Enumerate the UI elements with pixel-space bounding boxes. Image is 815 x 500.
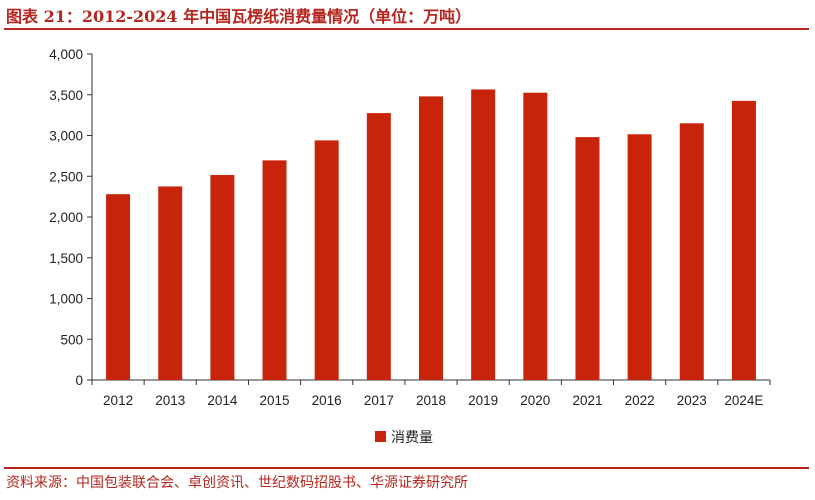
bars xyxy=(106,89,756,381)
x-tick-label: 2012 xyxy=(103,393,133,408)
bar xyxy=(627,134,652,380)
bar xyxy=(419,96,443,380)
y-tick-label: 3,500 xyxy=(49,88,83,103)
y-tick-label: 2,500 xyxy=(49,169,83,184)
bar xyxy=(575,137,600,380)
source-divider xyxy=(4,467,809,469)
y-tick-label: 500 xyxy=(60,332,83,347)
x-tick-label: 2023 xyxy=(677,393,707,408)
y-tick-label: 3,000 xyxy=(49,129,83,144)
bar xyxy=(679,123,704,381)
x-tick-label: 2018 xyxy=(416,393,446,408)
y-tick-label: 0 xyxy=(75,373,83,388)
x-tick-label: 2017 xyxy=(364,393,394,408)
y-tick-label: 4,000 xyxy=(49,47,83,62)
legend: 消费量 xyxy=(375,430,433,446)
bar xyxy=(210,175,235,380)
bar xyxy=(314,140,339,380)
bar xyxy=(366,113,391,381)
x-tick-label: 2014 xyxy=(207,393,238,408)
legend-label: 消费量 xyxy=(391,430,433,446)
x-tick-label: 2013 xyxy=(155,393,185,408)
bar xyxy=(158,186,183,380)
bar-chart: 2012 2013 2014 2015 2016 2017 2018 2019 2020 2021… xyxy=(49,47,771,446)
x-tick-label: 2015 xyxy=(260,393,290,408)
bar xyxy=(471,89,496,380)
x-tick-label: 2021 xyxy=(572,393,602,408)
x-tick-labels: 2012 2013 2014 2015 2016 2017 2018 2019 2020 2021… xyxy=(103,393,763,408)
bar xyxy=(523,92,548,381)
x-tick-label: 2022 xyxy=(625,393,655,408)
bar xyxy=(262,160,287,380)
x-tick-label: 2024E xyxy=(724,393,763,408)
chart-title: 图表 21：2012-2024 年中国瓦楞纸消费量情况（单位：万吨） xyxy=(6,7,472,26)
legend-swatch xyxy=(375,431,386,442)
x-tick-label: 2019 xyxy=(468,393,498,408)
x-tick-label: 2020 xyxy=(520,393,550,408)
title-divider xyxy=(4,28,809,30)
y-tick-label: 1,500 xyxy=(49,251,83,266)
y-tick-label: 2,000 xyxy=(49,210,83,225)
y-tick-label: 1,000 xyxy=(49,292,83,307)
y-tick-labels: 0 500 1,000 1,500 2,000 2,500 3,000 3,500 4,000 xyxy=(49,47,83,388)
bar xyxy=(731,100,756,381)
bar xyxy=(106,194,131,380)
source-note: 资料来源：中国包装联合会、卓创资讯、世纪数码招股书、华源证券研究所 xyxy=(6,475,468,491)
x-tick-label: 2016 xyxy=(312,393,342,408)
